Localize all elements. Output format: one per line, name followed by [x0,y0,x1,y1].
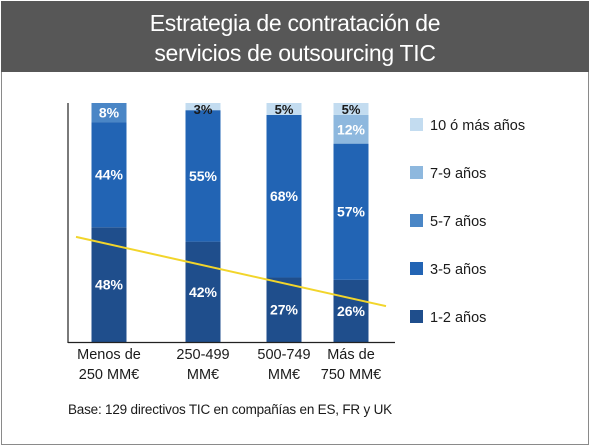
legend-swatch [410,262,423,275]
bar-segment [185,110,221,242]
legend-swatch [410,166,423,179]
data-label: 26% [337,303,366,319]
data-label: 3% [194,102,213,117]
legend-swatch [410,310,423,323]
data-label: 5% [342,102,361,117]
bar-segment [266,114,302,278]
data-label: 44% [95,167,124,183]
chart-title: Estrategia de contratación de servicios … [1,1,589,72]
category-label: MM€ [187,367,219,383]
trend-line [75,235,387,308]
category-label: MM€ [268,367,300,383]
category-label: Más de [327,347,375,363]
legend-label: 1-2 años [430,310,486,326]
category-label: 250 MM€ [79,367,139,383]
bar-segment [91,103,127,123]
bar-segment [266,277,302,342]
legend-label: 5-7 años [430,214,486,230]
bar-segment [185,241,221,342]
data-label: 8% [99,105,120,121]
category-label: Menos de [77,347,141,363]
legend-swatch [410,214,423,227]
bar-segment [266,103,302,115]
data-label: 48% [95,277,124,293]
data-label: 27% [270,302,299,318]
bar-segment [185,103,221,111]
data-label: 55% [189,168,218,184]
bar-segment [333,103,369,115]
bar-segment [333,279,369,342]
legend-label: 3-5 años [430,262,486,278]
chart-title-line-1: Estrategia de contratación de [149,10,441,36]
data-label: 57% [337,204,366,220]
data-label: 12% [337,121,366,137]
chart-title-line-2: servicios de outsourcing TIC [154,40,436,66]
data-label: 42% [189,284,218,300]
category-label: 500-749 [257,347,310,363]
legend-swatch [410,118,423,131]
data-label: 68% [270,188,299,204]
legend-label: 10 ó más años [430,118,525,134]
category-label: 250-499 [176,347,229,363]
data-label: 5% [275,102,294,117]
bar-segment [333,114,369,144]
bar-segment [91,122,127,228]
category-label: 750 MM€ [321,367,381,383]
bar-segment [333,143,369,280]
base-note: Base: 129 directivos TIC en compañías en… [67,402,392,417]
legend-label: 7-9 años [430,166,486,182]
